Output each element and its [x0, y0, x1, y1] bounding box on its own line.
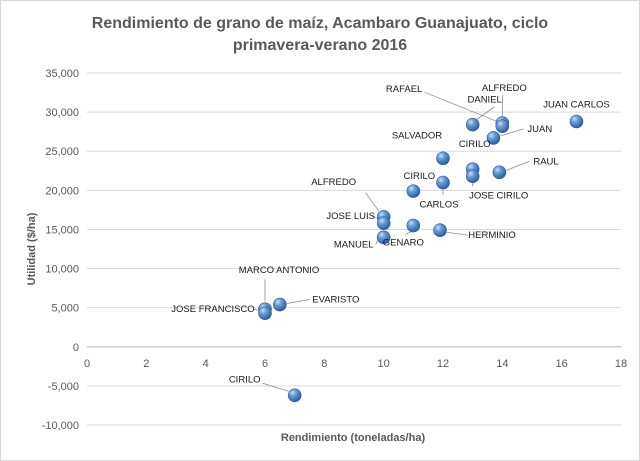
data-point: [436, 175, 450, 190]
label-leader-line: [446, 231, 469, 236]
gridlines: [87, 72, 621, 426]
y-tick-label: -5,000: [48, 381, 79, 393]
label-leader-line: [365, 192, 379, 212]
x-tick-label: 14: [496, 358, 508, 370]
data-point: [486, 131, 501, 145]
y-tick-label: 15,000: [45, 224, 79, 236]
data-point: [492, 165, 507, 180]
data-point-label: CARLOS: [419, 200, 458, 211]
data-point-label: RAFAEL: [386, 84, 422, 95]
label-leader-line: [476, 106, 495, 120]
y-tick-label: 35,000: [45, 68, 79, 80]
data-point-label: CIRILO: [459, 139, 491, 150]
data-point-label: CIRILO: [403, 171, 435, 182]
label-leader-line: [500, 128, 524, 137]
data-point-label: MARCO ANTONIO: [239, 265, 320, 276]
chart-title-line-2: primavera-verano 2016: [232, 37, 408, 54]
data-point: [465, 169, 480, 184]
x-axis-title: Rendimiento (toneladas/ha): [281, 432, 426, 444]
x-tick-label: 4: [203, 358, 209, 370]
data-point: [273, 297, 287, 312]
label-leader-line: [424, 91, 497, 122]
y-tick-label: 25,000: [45, 146, 79, 158]
data-point-label: JOSE LUIS: [326, 211, 375, 222]
data-point: [436, 151, 450, 166]
data-point: [406, 218, 421, 233]
x-tick-label: 8: [321, 358, 327, 370]
data-point-label: JOSE FRANCISCO: [171, 304, 254, 315]
label-leader-line: [371, 215, 377, 219]
point-labels: JUAN CARLOSALFREDODANIELRAFAELJUANSALVAD…: [171, 83, 609, 385]
data-point-label: ALFREDO: [482, 83, 527, 94]
data-point-label: ALFREDO: [311, 177, 356, 188]
data-point-label: SALVADOR: [392, 130, 442, 141]
data-point: [376, 230, 391, 245]
label-leader-line: [405, 231, 412, 235]
x-tick-label: 10: [378, 358, 390, 370]
data-point-label: EVARISTO: [312, 295, 359, 306]
data-point: [406, 184, 421, 198]
tick-labels: -10,000 -5,000 0 5,000 10,000 15,000 20,000 25,…: [42, 68, 627, 432]
label-leader-line: [262, 382, 289, 392]
chart-title: Rendimiento de grano de maíz, Acambaro G…: [1, 13, 639, 57]
data-point-label: HERMINIO: [468, 230, 516, 241]
label-leader-line: [506, 160, 530, 171]
x-tick-label: 12: [437, 358, 449, 370]
y-tick-label: 30,000: [45, 107, 79, 119]
data-point-label: GENARO: [383, 238, 424, 249]
y-tick-label: 5,000: [51, 303, 79, 315]
data-point-label: CIRILO: [229, 374, 261, 385]
x-tick-label: 16: [556, 358, 568, 370]
y-tick-label: -10,000: [42, 420, 79, 432]
y-tick-label: 20,000: [45, 185, 79, 197]
data-point-label: RAUL: [533, 156, 558, 167]
data-points: [258, 114, 584, 403]
data-point: [495, 119, 510, 133]
data-point-label: DANIEL: [468, 95, 502, 106]
y-tick-label: 10,000: [45, 264, 79, 276]
label-leader-line: [286, 299, 310, 304]
data-point-label: JUAN CARLOS: [543, 99, 610, 110]
x-tick-label: 2: [143, 358, 149, 370]
data-point: [287, 388, 302, 403]
label-leader-line: [375, 240, 379, 245]
data-point-label: JOSE CIRILO: [469, 190, 528, 201]
data-point-label: JUAN: [527, 124, 552, 135]
y-axis-title: Utilidad ($/ha): [26, 212, 38, 285]
data-point: [258, 306, 272, 320]
data-point-label: MANUEL: [334, 239, 374, 250]
x-tick-label: 0: [84, 358, 90, 370]
data-point: [376, 216, 391, 230]
x-tick-label: 18: [615, 358, 627, 370]
data-point: [569, 114, 584, 129]
label-leaders: [252, 91, 530, 392]
y-tick-label: 0: [73, 342, 79, 354]
data-point: [465, 117, 480, 132]
label-leader-line: [252, 308, 259, 311]
data-point: [433, 223, 447, 238]
chart-title-line-1: Rendimiento de grano de maíz, Acambaro G…: [91, 15, 549, 32]
x-tick-label: 6: [262, 358, 268, 370]
